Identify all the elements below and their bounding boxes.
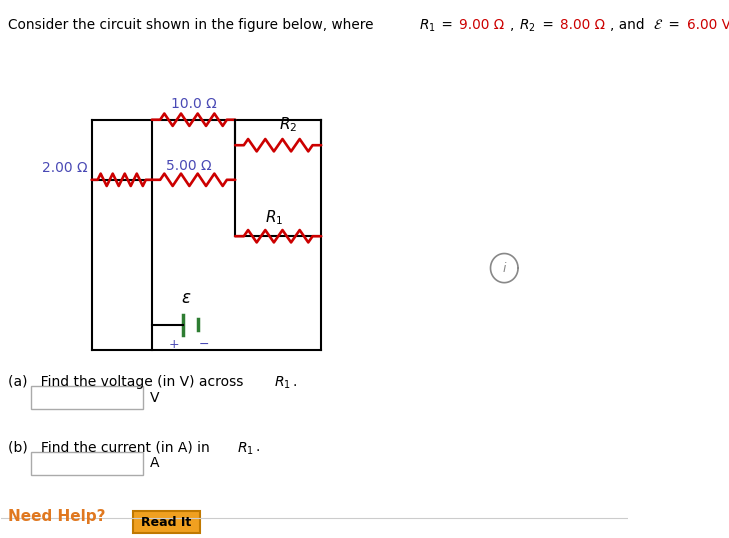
Text: ,: , xyxy=(510,18,518,32)
FancyBboxPatch shape xyxy=(31,386,143,409)
Text: −: − xyxy=(199,338,209,351)
Text: Need Help?: Need Help? xyxy=(8,509,106,525)
Text: $R_1$: $R_1$ xyxy=(237,440,254,457)
FancyBboxPatch shape xyxy=(133,511,200,533)
Text: 2.00 Ω: 2.00 Ω xyxy=(42,161,87,175)
Text: =: = xyxy=(664,18,685,32)
Text: 5.00 Ω: 5.00 Ω xyxy=(166,159,212,173)
FancyBboxPatch shape xyxy=(31,452,143,475)
Text: (b)   Find the current (in A) in: (b) Find the current (in A) in xyxy=(8,440,214,454)
Text: (a)   Find the voltage (in V) across: (a) Find the voltage (in V) across xyxy=(8,374,248,388)
Text: i: i xyxy=(502,261,506,274)
Text: A: A xyxy=(150,456,160,470)
Text: $R_1$: $R_1$ xyxy=(265,208,283,227)
Text: =: = xyxy=(537,18,558,32)
Text: , and: , and xyxy=(610,18,649,32)
Text: $R_2$: $R_2$ xyxy=(279,116,297,134)
Text: 6.00 V.: 6.00 V. xyxy=(687,18,729,32)
Text: =: = xyxy=(437,18,457,32)
Text: .: . xyxy=(293,374,297,388)
Text: 10.0 Ω: 10.0 Ω xyxy=(171,97,217,111)
Text: .: . xyxy=(256,440,260,454)
Text: $R_1$: $R_1$ xyxy=(274,374,291,391)
Text: 8.00 Ω: 8.00 Ω xyxy=(560,18,605,32)
Text: $R_2$: $R_2$ xyxy=(519,18,536,34)
Text: $\mathcal{E}$: $\mathcal{E}$ xyxy=(653,18,663,32)
Text: $R_1$: $R_1$ xyxy=(418,18,435,34)
Text: +: + xyxy=(169,338,179,351)
Text: 9.00 Ω: 9.00 Ω xyxy=(459,18,504,32)
Text: Consider the circuit shown in the figure below, where: Consider the circuit shown in the figure… xyxy=(8,18,378,32)
Text: V: V xyxy=(150,391,160,405)
Text: Read It: Read It xyxy=(141,515,192,528)
Text: $\varepsilon$: $\varepsilon$ xyxy=(182,289,192,307)
